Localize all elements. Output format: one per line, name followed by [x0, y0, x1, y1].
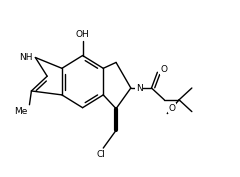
- Text: Cl: Cl: [97, 150, 106, 159]
- Text: O: O: [160, 65, 167, 74]
- Text: N: N: [136, 84, 143, 93]
- Text: NH: NH: [19, 53, 32, 62]
- Text: Me: Me: [14, 107, 27, 116]
- Text: OH: OH: [76, 30, 90, 39]
- Text: O: O: [168, 104, 175, 113]
